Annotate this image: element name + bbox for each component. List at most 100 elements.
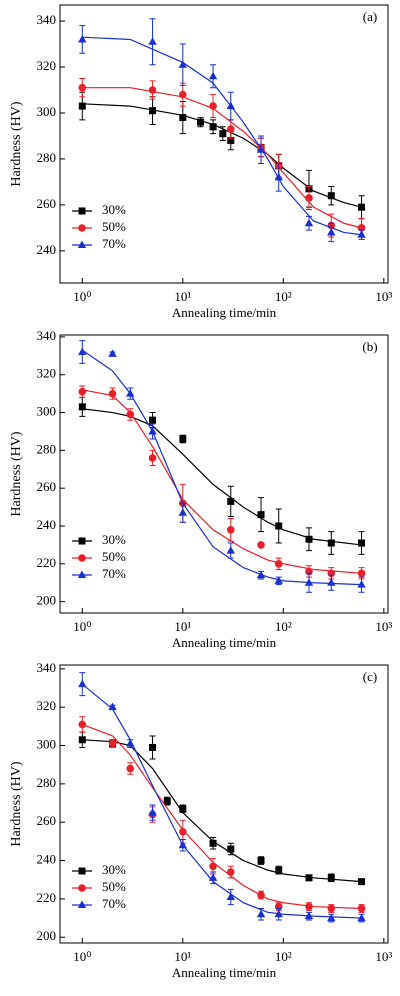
x-tick-label: 10² (275, 289, 292, 304)
y-tick-label: 320 (37, 366, 57, 381)
y-tick-label: 320 (37, 58, 57, 73)
marker (226, 892, 235, 900)
marker (357, 913, 366, 922)
marker (305, 535, 313, 543)
marker (256, 909, 266, 918)
marker (257, 857, 265, 865)
x-tick-label: 10¹ (174, 289, 191, 304)
marker (327, 913, 336, 922)
marker (327, 578, 336, 586)
legend-marker (78, 884, 86, 892)
marker (227, 137, 235, 145)
marker (226, 868, 235, 876)
marker (78, 83, 87, 92)
marker (108, 389, 117, 398)
marker (179, 90, 187, 99)
y-tick-label: 300 (37, 404, 57, 419)
x-tick-label: 10⁰ (73, 619, 91, 634)
fit-curve (82, 36, 362, 236)
marker (327, 539, 335, 547)
y-tick-label: 240 (37, 242, 57, 257)
y-tick-label: 340 (37, 12, 57, 27)
marker (209, 839, 217, 847)
marker (227, 497, 235, 505)
marker (357, 569, 366, 578)
marker (78, 736, 86, 744)
x-tick-label: 10¹ (174, 949, 191, 964)
y-axis-label: Hardness (HV) (9, 101, 24, 186)
marker (358, 203, 366, 211)
legend-label: 30% (102, 862, 126, 877)
legend-marker (77, 240, 87, 248)
marker (209, 862, 217, 871)
fit-curve (82, 739, 362, 883)
x-tick-label: 10² (275, 619, 292, 634)
marker (358, 539, 366, 547)
marker (126, 410, 135, 419)
y-tick-label: 260 (37, 813, 57, 828)
marker (179, 114, 187, 122)
marker (357, 904, 366, 913)
legend-label: 50% (102, 219, 126, 234)
y-tick-label: 300 (37, 104, 57, 119)
marker (148, 86, 157, 94)
panel-annotation: (c) (363, 669, 377, 684)
legend-label: 50% (102, 549, 126, 564)
marker (257, 511, 265, 519)
marker (358, 878, 366, 886)
marker (78, 102, 86, 110)
marker (257, 541, 265, 549)
marker (78, 679, 87, 688)
fit-curve (82, 408, 362, 546)
marker (257, 891, 265, 899)
y-tick-label: 280 (37, 441, 57, 456)
legend-label: 30% (102, 202, 126, 217)
y-tick-label: 240 (37, 517, 57, 532)
marker (179, 828, 187, 836)
fit-curve (82, 87, 362, 229)
marker (179, 435, 187, 443)
marker (304, 218, 314, 227)
legend-label: 30% (102, 532, 126, 547)
legend-marker (78, 224, 86, 232)
x-tick-label: 10¹ (174, 619, 191, 634)
y-tick-label: 280 (37, 775, 57, 790)
y-tick-label: 340 (37, 328, 57, 343)
marker (149, 416, 157, 424)
marker (179, 805, 187, 813)
y-tick-label: 340 (37, 660, 57, 675)
plot-frame (59, 4, 389, 284)
marker (305, 194, 313, 202)
y-tick-label: 320 (37, 698, 57, 713)
marker (275, 522, 283, 530)
marker (148, 37, 157, 45)
marker (305, 902, 313, 911)
marker (208, 873, 218, 881)
marker (304, 578, 314, 586)
legend-label: 70% (102, 896, 126, 911)
marker (274, 909, 283, 918)
y-tick-label: 300 (37, 737, 57, 752)
legend-marker (77, 900, 87, 908)
marker (226, 125, 235, 133)
marker (304, 911, 314, 920)
plot-frame (59, 664, 389, 944)
panel-annotation: (a) (363, 9, 377, 24)
x-tick-label: 10³ (375, 289, 392, 304)
marker (78, 34, 87, 43)
y-axis-label: Hardness (HV) (9, 431, 24, 516)
marker (78, 387, 87, 396)
y-tick-label: 220 (37, 890, 57, 905)
y-tick-label: 200 (37, 593, 57, 608)
marker (327, 904, 336, 913)
y-tick-label: 260 (37, 479, 57, 494)
marker (178, 840, 188, 849)
y-tick-label: 280 (37, 150, 57, 165)
y-tick-label: 260 (37, 196, 57, 211)
marker (149, 743, 157, 751)
marker (197, 118, 205, 126)
legend-label: 70% (102, 566, 126, 581)
legend-label: 50% (102, 879, 126, 894)
legend-marker (78, 867, 86, 875)
